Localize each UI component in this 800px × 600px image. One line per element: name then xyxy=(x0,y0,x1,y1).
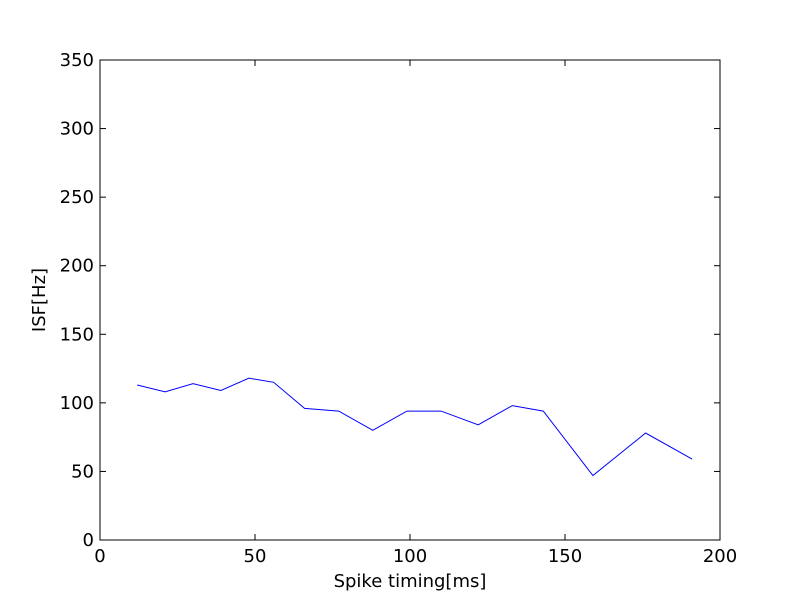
x-tick-label: 150 xyxy=(548,546,582,567)
ticks-layer: 0 50 100 150 200 0 50 100 150 200 250 300 350 xyxy=(60,50,738,567)
y-tick-label: 0 xyxy=(83,530,94,551)
y-tick-label: 300 xyxy=(60,119,94,140)
y-tick-label: 150 xyxy=(60,324,94,345)
x-tick-label: 200 xyxy=(703,546,737,567)
y-tick-label: 100 xyxy=(60,393,94,414)
x-axis-label: Spike timing[ms] xyxy=(334,571,487,592)
y-tick-label: 350 xyxy=(60,50,94,71)
y-axis-label: ISF[Hz] xyxy=(29,268,50,332)
x-tick-label: 50 xyxy=(244,546,267,567)
x-tick-label: 0 xyxy=(94,546,105,567)
y-tick-label: 250 xyxy=(60,187,94,208)
y-tick-label: 50 xyxy=(71,461,94,482)
y-tick-label: 200 xyxy=(60,256,94,277)
series-line xyxy=(137,377,693,477)
series-layer xyxy=(137,377,693,477)
x-tick-label: 100 xyxy=(393,546,427,567)
